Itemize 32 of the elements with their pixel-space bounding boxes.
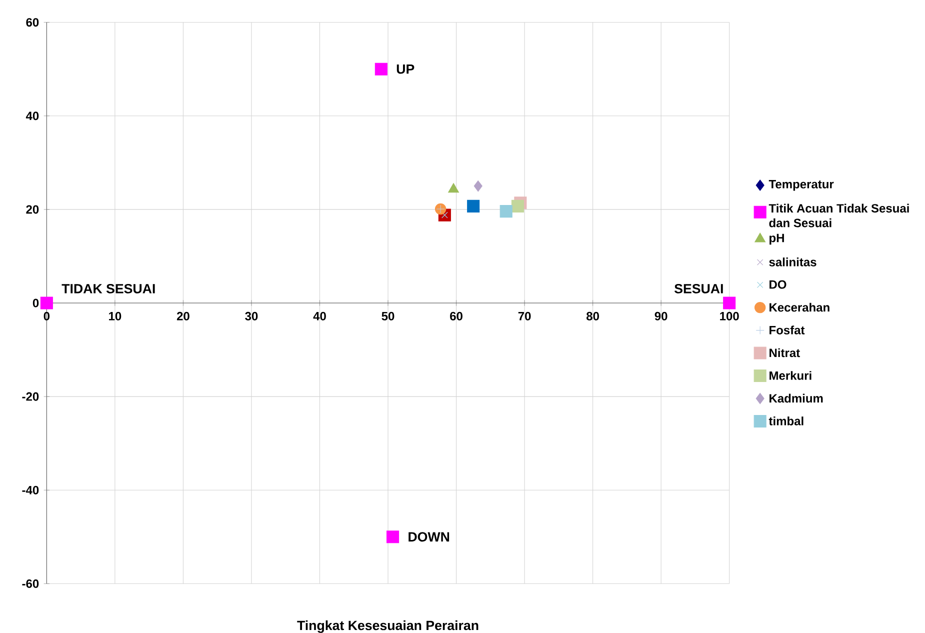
annotation: DOWN — [408, 532, 450, 542]
x-tick-label: 70 — [518, 312, 531, 320]
legend-label: pH — [770, 234, 784, 245]
annotation: TIDAK SESUAI — [62, 284, 155, 294]
x-axis-title: Tingkat Kesesuaian Perairan — [297, 620, 478, 633]
y-tick-label: -40 — [22, 486, 39, 494]
y-tick-label: -20 — [22, 392, 39, 401]
legend-label: Kadmium — [770, 394, 823, 403]
legend-label: salinitas — [769, 258, 816, 266]
x-tick-label: 60 — [450, 312, 462, 320]
y-tick-label: 0 — [32, 298, 39, 308]
legend-label: Fosfat — [770, 326, 805, 334]
x-tick-label: 20 — [176, 312, 190, 320]
legend-label: timbal — [768, 416, 804, 426]
x-tick-label: 40 — [313, 312, 326, 320]
x-tick-label: 10 — [109, 312, 122, 320]
y-tick-label: 40 — [26, 112, 39, 120]
x-tick-label: 30 — [245, 312, 258, 320]
legend-label: DO — [770, 280, 786, 289]
x-tick-label: 90 — [654, 312, 668, 320]
x-tick-label: 100 — [720, 312, 739, 320]
legend-label: Merkuri — [770, 371, 812, 380]
legend-label: Kecerahan — [770, 302, 830, 312]
legend-label: Nitrat — [770, 348, 800, 358]
legend-label: Temperatur — [768, 180, 834, 191]
x-tick-label: 50 — [382, 312, 394, 320]
annotation: UP — [396, 64, 414, 74]
y-tick-label: 20 — [26, 205, 39, 214]
annotation: SESUAI — [674, 284, 723, 294]
y-tick-label: -60 — [22, 579, 39, 588]
x-tick-label: 80 — [586, 312, 599, 320]
y-tick-label: 60 — [26, 18, 39, 27]
